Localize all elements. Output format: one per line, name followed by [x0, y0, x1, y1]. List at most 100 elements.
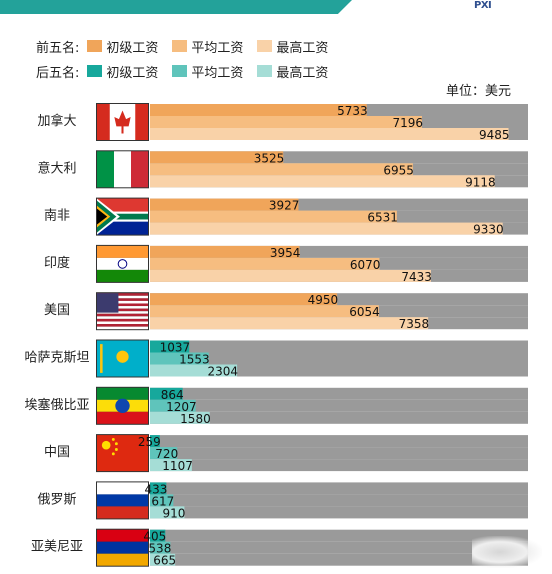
category-label: 意大利	[37, 160, 76, 176]
sa-black	[97, 208, 108, 225]
value-label: 1580	[180, 412, 211, 426]
background-bar	[150, 553, 528, 566]
star-small	[111, 437, 115, 441]
legend-label: 平均工资	[191, 65, 244, 81]
star-small	[114, 448, 118, 451]
bar-junior	[150, 151, 284, 164]
bar-highest	[150, 506, 185, 519]
background-bar	[150, 482, 528, 495]
bar-average	[150, 447, 178, 460]
star-small	[114, 442, 118, 446]
watermark-smudge	[472, 536, 542, 568]
category-label: 亚美尼亚	[31, 540, 83, 555]
value-label: 3927	[269, 199, 300, 213]
value-label: 720	[155, 447, 178, 461]
armenia-flag-icon	[96, 528, 149, 567]
value-label: 1037	[160, 341, 191, 355]
bar-junior	[150, 482, 167, 495]
category-label: 哈萨克斯坦	[24, 351, 89, 366]
category-label: 埃塞俄比亚	[24, 397, 89, 413]
india-flag-icon	[96, 244, 149, 283]
value-label: 617	[151, 494, 174, 508]
background-bar	[150, 435, 528, 448]
star-small	[111, 452, 115, 456]
value-label: 7433	[401, 270, 432, 284]
value-label: 3954	[270, 246, 301, 260]
bar-highest	[150, 175, 495, 188]
value-label: 6531	[367, 211, 398, 225]
bar-highest	[150, 269, 431, 282]
value-label: 9485	[479, 128, 510, 142]
background-bar	[150, 340, 528, 353]
legend-top-entry-highest: 最高工资	[257, 37, 328, 56]
value-label: 665	[153, 554, 176, 568]
background-bar	[150, 506, 528, 519]
star-big	[101, 440, 111, 450]
bar-junior	[150, 387, 183, 400]
bar-junior	[150, 245, 300, 258]
value-label: 7358	[399, 317, 430, 331]
category-label: 俄罗斯	[37, 492, 76, 507]
background-bar	[150, 364, 528, 377]
legend-label: 初级工资	[106, 65, 159, 81]
bar-average	[150, 399, 196, 412]
legend-top-entry-junior: 初级工资	[87, 37, 158, 56]
value-label: 1207	[166, 400, 197, 414]
bar-highest	[150, 364, 238, 377]
bar-highest	[150, 222, 503, 235]
bar-highest	[150, 128, 509, 140]
value-label: 1553	[179, 353, 210, 367]
background-bar	[150, 459, 528, 472]
legend-bottom: 后五名: 初级工资 平均工资 最高工资	[36, 61, 342, 81]
value-label: 405	[143, 530, 166, 544]
value-label: 433	[144, 482, 167, 496]
ashoka-chakra	[117, 259, 128, 269]
bar-average	[150, 210, 397, 223]
bar-junior	[150, 104, 367, 116]
chart-row: 意大利 3525 6955 9118	[37, 150, 528, 189]
background-bar	[150, 352, 528, 365]
bar-average	[150, 257, 380, 270]
maple-leaf	[114, 110, 131, 134]
bar-highest	[150, 317, 429, 330]
legend-top: 前五名: 初级工资 平均工资 最高工资	[36, 36, 342, 56]
ethiopia-flag-icon	[96, 386, 149, 425]
canada-flag-icon	[96, 103, 149, 141]
legend-bottom-entry-average: 平均工资	[172, 62, 243, 81]
bar-average	[150, 541, 171, 554]
bar-highest	[150, 553, 176, 566]
unit-label: 单位：美元	[446, 84, 512, 99]
chart-row: 美国 4950 6054 7358	[44, 292, 528, 331]
legend-bottom-entry-highest: 最高工资	[257, 62, 328, 81]
value-label: 864	[161, 388, 184, 402]
italy-flag-icon	[96, 150, 149, 189]
value-label: 5733	[337, 104, 368, 118]
value-label: 3525	[254, 151, 285, 165]
legend-top-title: 前五名:	[36, 40, 80, 56]
legend-label: 平均工资	[191, 40, 244, 56]
header-bar	[0, 0, 352, 14]
value-label: 2304	[208, 365, 239, 379]
china-flag-icon	[96, 434, 149, 473]
bar-junior	[150, 435, 160, 448]
background-bar	[150, 494, 528, 507]
bar-average	[150, 352, 209, 365]
value-label: 538	[148, 542, 171, 556]
bar-average	[150, 305, 379, 318]
eth-emblem	[115, 398, 130, 413]
value-label: 4950	[308, 293, 339, 307]
value-label: 1107	[162, 459, 193, 473]
legend-bottom-entry-junior: 初级工资	[87, 62, 158, 81]
south-africa-flag-icon	[96, 197, 149, 236]
value-label: 9330	[473, 223, 504, 237]
brand-logo: PXI	[474, 0, 492, 11]
bar-average	[150, 494, 174, 507]
value-label: 6070	[350, 258, 381, 272]
chart-row: 加拿大 5733 7196 9485	[37, 103, 528, 142]
background-bar	[150, 541, 528, 554]
